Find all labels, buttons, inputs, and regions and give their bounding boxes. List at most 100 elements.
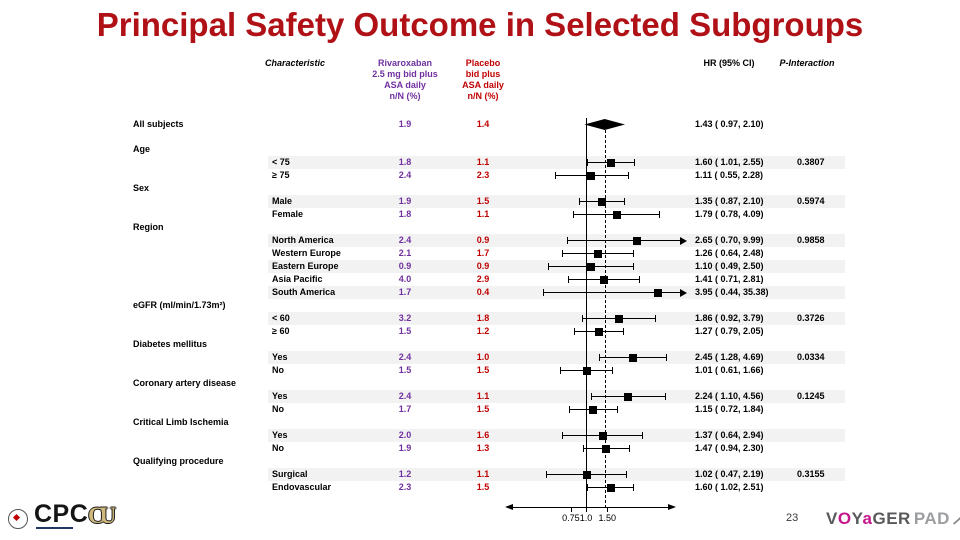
hr-point-marker: [612, 211, 621, 219]
subgroup-label: ≥ 75: [272, 170, 290, 180]
forest-row: Surgical 1.2 1.1 1.02 ( 0.47, 2.19) 0.3155: [133, 468, 845, 481]
subgroup-label: No: [272, 404, 284, 414]
forest-row: Asia Pacific 4.0 2.9 1.41 ( 0.71, 2.81): [133, 273, 845, 286]
voyager-letter: G: [872, 509, 887, 528]
subgroup-label: < 75: [272, 157, 290, 167]
placebo-value: 1.5: [476, 404, 490, 414]
ci-cap-right: [639, 276, 641, 283]
ci-cap-left: [562, 250, 564, 257]
hr-ci-text: 1.10 ( 0.49, 2.50): [695, 261, 764, 271]
voyager-flag-icon: [952, 510, 960, 530]
ci-cap-left: [567, 237, 569, 244]
subgroup-label: No: [272, 365, 284, 375]
rivaroxaban-value: 4.0: [398, 274, 412, 284]
characteristic-label: Sex: [133, 183, 150, 193]
placebo-value: 1.3: [476, 443, 490, 453]
reference-line-unity: [585, 118, 587, 508]
ci-plot-cell: [513, 429, 668, 442]
axis-tick-label: 0.75: [562, 513, 580, 523]
placebo-value: 1.0: [476, 352, 490, 362]
ci-cap-right: [628, 172, 630, 179]
axis-tick: [607, 508, 609, 512]
ci-cap-right: [641, 432, 643, 439]
forest-row: Diabetes mellitus: [133, 338, 845, 351]
hr-point-marker: [600, 276, 609, 284]
placebo-value: 1.1: [476, 391, 490, 401]
hr-point-marker: [654, 289, 663, 297]
voyager-letter: a: [862, 509, 873, 528]
ci-plot-cell: [513, 260, 668, 273]
axis-arrow-left-icon: [505, 504, 513, 510]
voyager-letter: Y: [851, 509, 863, 528]
ci-cap-right: [633, 263, 635, 270]
row-stripe: [268, 351, 845, 364]
forest-row: All subjects 1.9 1.4 1.43 ( 0.97, 2.10): [133, 118, 845, 131]
hr-point-marker: [583, 471, 592, 479]
placebo-value: 1.5: [476, 482, 490, 492]
forest-row: Qualifying procedure: [133, 455, 845, 468]
cpc-circle-icon: [8, 509, 28, 529]
placebo-value: 1.6: [476, 430, 490, 440]
subgroup-label: South America: [272, 287, 336, 297]
ci-clip-arrow-icon: [680, 237, 687, 245]
forest-row: Yes 2.0 1.6 1.37 ( 0.64, 2.94): [133, 429, 845, 442]
ci-clip-arrow-icon: [680, 289, 687, 297]
row-stripe: [268, 429, 845, 442]
hr-ci-text: 2.65 ( 0.70, 9.99): [695, 235, 764, 245]
hr-ci-text: 1.37 ( 0.64, 2.94): [695, 430, 764, 440]
forest-row: Yes 2.4 1.0 2.45 ( 1.28, 4.69) 0.0334: [133, 351, 845, 364]
subgroup-label: Yes: [272, 430, 288, 440]
rivaroxaban-value: 2.3: [398, 482, 412, 492]
ci-cap-left: [562, 432, 564, 439]
hr-ci-text: 1.41 ( 0.71, 2.81): [695, 274, 764, 284]
hr-ci-text: 1.01 ( 0.61, 1.66): [695, 365, 764, 375]
p-interaction-value: 0.1245: [797, 391, 825, 401]
rivaroxaban-value: 1.9: [398, 196, 412, 206]
ci-cap-left: [573, 328, 575, 335]
axis-tick: [585, 508, 587, 512]
overall-diamond-marker: [584, 119, 626, 130]
hr-ci-text: 1.60 ( 1.01, 2.55): [695, 157, 764, 167]
forest-row: South America 1.7 0.4 3.95 ( 0.44, 35.38): [133, 286, 845, 299]
subgroup-label: Yes: [272, 391, 288, 401]
hr-point-marker: [633, 237, 642, 245]
hr-point-marker: [624, 393, 633, 401]
header-line: bid plus: [465, 69, 501, 79]
ci-cap-left: [546, 471, 548, 478]
subgroup-label: Endovascular: [272, 482, 332, 492]
rivaroxaban-value: 2.4: [398, 235, 412, 245]
ci-cap-right: [626, 471, 628, 478]
ci-line: [567, 240, 680, 241]
subgroup-label: < 60: [272, 313, 290, 323]
hr-point-marker: [629, 354, 638, 362]
hr-point-marker: [587, 172, 596, 180]
forest-row: North America 2.4 0.9 2.65 ( 0.70, 9.99) 0.9…: [133, 234, 845, 247]
ci-line: [542, 292, 680, 293]
ci-cap-right: [633, 484, 635, 491]
hr-point-marker: [602, 445, 611, 453]
ci-cap-right: [666, 354, 668, 361]
reference-line-overall-hr: [604, 130, 606, 508]
forest-row: ≥ 60 1.5 1.2 1.27 ( 0.79, 2.05): [133, 325, 845, 338]
characteristic-label: Critical Limb Ischemia: [133, 417, 229, 427]
placebo-value: 1.1: [476, 157, 490, 167]
hr-ci-text: 1.15 ( 0.72, 1.84): [695, 404, 764, 414]
ci-plot-cell: [513, 273, 668, 286]
hr-ci-text: 1.79 ( 0.78, 4.09): [695, 209, 764, 219]
ci-plot-cell: [513, 169, 668, 182]
placebo-value: 0.9: [476, 235, 490, 245]
hr-point-marker: [594, 328, 603, 336]
hr-point-marker: [606, 159, 615, 167]
forest-row: < 60 3.2 1.8 1.86 ( 0.92, 3.79) 0.3726: [133, 312, 845, 325]
hr-point-marker: [614, 315, 623, 323]
ci-cap-right: [655, 315, 657, 322]
rivaroxaban-value: 0.9: [398, 261, 412, 271]
hr-ci-text: 3.95 ( 0.44, 35.38): [695, 287, 769, 297]
ci-plot-cell: [513, 351, 668, 364]
placebo-value: 1.8: [476, 313, 490, 323]
hr-point-marker: [606, 484, 615, 492]
hr-ci-text: 1.11 ( 0.55, 2.28): [695, 170, 764, 180]
ci-plot-cell: [513, 156, 668, 169]
ci-cap-left: [568, 406, 570, 413]
